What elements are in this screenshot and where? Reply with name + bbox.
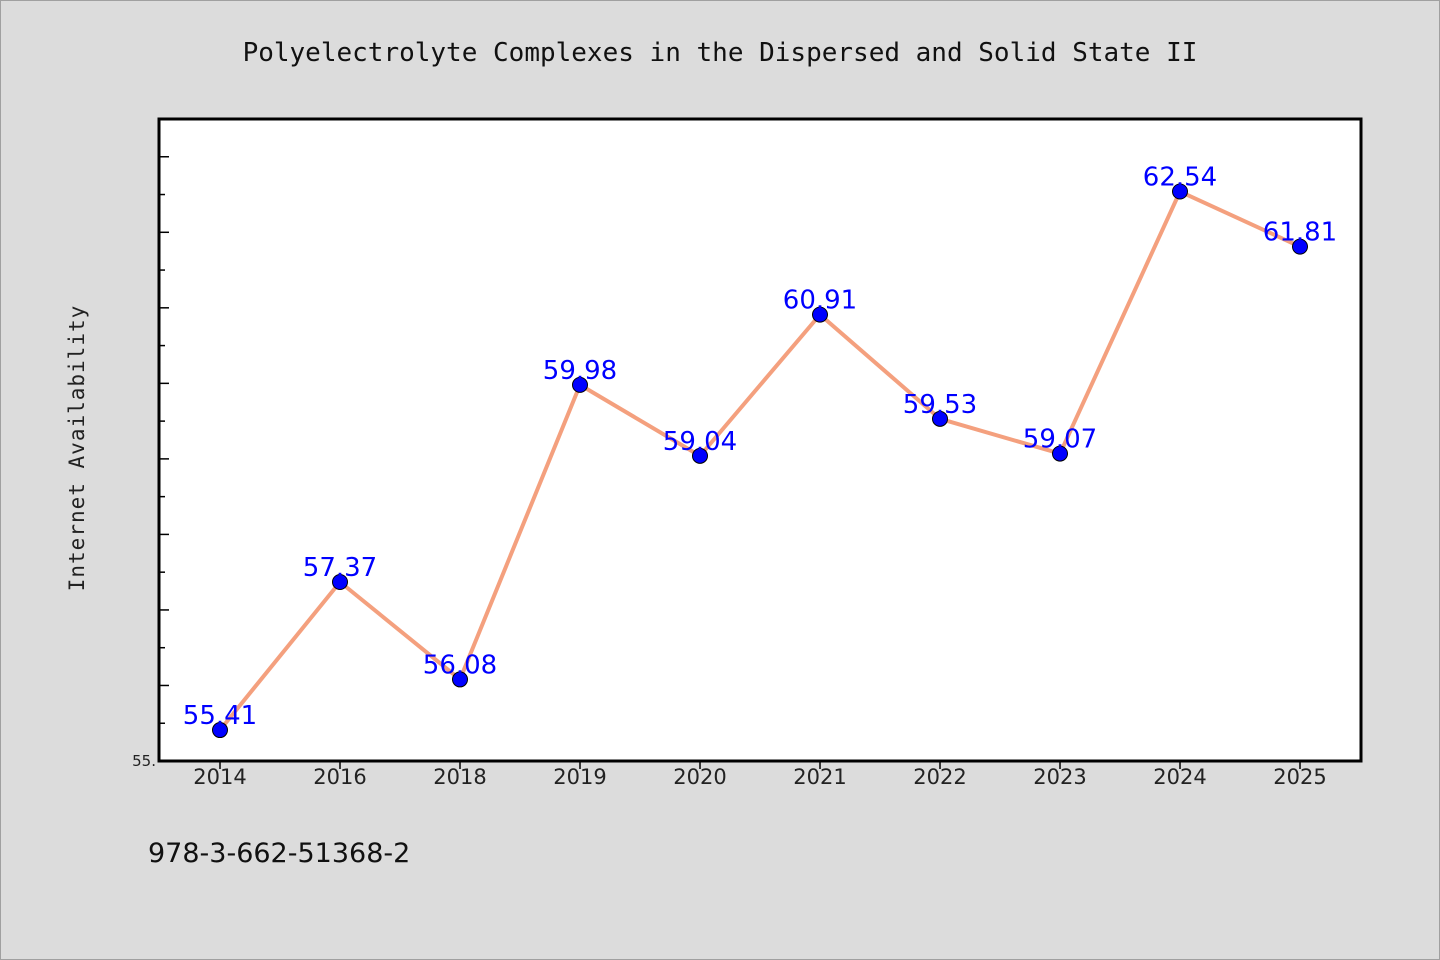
x-tick-label: 2022 <box>913 765 966 789</box>
series-line <box>218 189 1302 733</box>
data-point <box>572 376 588 393</box>
x-tick-label: 2014 <box>193 765 246 789</box>
data-point <box>1292 238 1308 255</box>
series-line-group <box>218 189 1302 733</box>
data-labels: 55.41 57.37 56.08 59.98 59.04 60.91 59.53 59.07… <box>183 163 1337 732</box>
data-label: 60.91 <box>783 286 857 316</box>
x-tick-label: 2023 <box>1033 765 1086 789</box>
data-label: 55.41 <box>183 701 257 731</box>
data-point <box>1172 183 1188 200</box>
data-point <box>1052 445 1068 462</box>
y-tick-label: 55. <box>132 752 156 770</box>
x-tick-label: 2018 <box>433 765 486 789</box>
data-points <box>212 183 1308 739</box>
data-point <box>332 573 348 590</box>
x-tick-label: 2025 <box>1273 765 1326 789</box>
x-axis-ticks: 2014 2016 2018 2019 2020 2021 2022 2023 2024 2025 <box>193 761 1327 789</box>
chart-title: Polyelectrolyte Complexes in the Dispers… <box>243 38 1198 68</box>
x-tick-label: 2024 <box>1153 765 1206 789</box>
data-label: 59.98 <box>543 356 617 386</box>
plot-border <box>157 117 1363 763</box>
x-tick-label: 2016 <box>313 765 366 789</box>
data-label: 57.37 <box>303 553 377 583</box>
isbn-footer: 978-3-662-51368-2 <box>148 838 410 869</box>
y-axis-label: Internet Availability <box>65 305 89 592</box>
data-label: 59.07 <box>1023 425 1097 455</box>
data-label: 59.53 <box>903 390 977 420</box>
data-point <box>692 447 708 464</box>
x-tick-label: 2019 <box>553 765 606 789</box>
data-point <box>812 306 828 323</box>
data-point <box>932 410 948 427</box>
data-point <box>452 671 468 688</box>
plot-area <box>159 119 1361 761</box>
data-point <box>212 722 228 739</box>
x-tick-label: 2021 <box>793 765 846 789</box>
data-label: 62.54 <box>1143 163 1217 193</box>
x-tick-label: 2020 <box>673 765 726 789</box>
data-label: 61.81 <box>1263 218 1337 248</box>
data-label: 59.04 <box>663 427 737 457</box>
data-label: 56.08 <box>423 650 497 680</box>
